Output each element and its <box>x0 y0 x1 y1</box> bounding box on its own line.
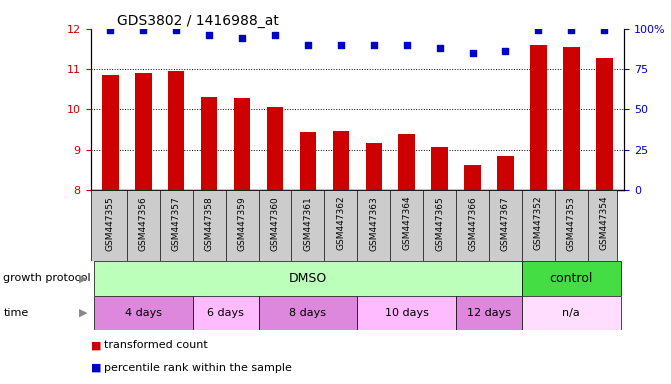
Point <box>138 27 149 33</box>
Bar <box>399 134 415 190</box>
Text: ■: ■ <box>91 362 101 373</box>
Bar <box>135 73 152 190</box>
Text: DMSO: DMSO <box>289 272 327 285</box>
Bar <box>267 108 283 190</box>
Bar <box>456 296 522 330</box>
Point <box>336 42 346 48</box>
Point <box>237 35 248 41</box>
Point <box>401 42 412 48</box>
Point <box>566 27 576 33</box>
Bar <box>201 97 217 190</box>
Point <box>270 32 280 38</box>
Bar <box>94 296 193 330</box>
Bar <box>431 147 448 190</box>
Point <box>303 42 313 48</box>
Bar <box>258 296 357 330</box>
Point <box>368 42 379 48</box>
Point <box>171 27 182 33</box>
Bar <box>464 165 481 190</box>
Text: GSM447358: GSM447358 <box>205 196 213 250</box>
Bar <box>497 156 514 190</box>
Point <box>434 45 445 51</box>
Text: ▶: ▶ <box>79 273 88 283</box>
Text: GSM447361: GSM447361 <box>303 196 313 250</box>
Text: GSM447366: GSM447366 <box>468 196 477 250</box>
Point <box>500 48 511 55</box>
Text: ■: ■ <box>91 340 101 350</box>
Bar <box>333 131 349 190</box>
Text: growth protocol: growth protocol <box>3 273 91 283</box>
Text: 8 days: 8 days <box>289 308 326 318</box>
Bar <box>596 58 613 190</box>
Bar <box>234 98 250 190</box>
Text: 4 days: 4 days <box>125 308 162 318</box>
Bar <box>366 142 382 190</box>
Bar <box>102 75 119 190</box>
Text: percentile rank within the sample: percentile rank within the sample <box>104 362 292 373</box>
Text: GSM447364: GSM447364 <box>402 196 411 250</box>
Bar <box>563 47 580 190</box>
Text: GDS3802 / 1416988_at: GDS3802 / 1416988_at <box>117 14 279 28</box>
Point <box>204 32 215 38</box>
Text: GSM447365: GSM447365 <box>435 196 444 250</box>
Point <box>533 27 544 33</box>
Text: time: time <box>3 308 29 318</box>
Text: 6 days: 6 days <box>207 308 244 318</box>
Text: 12 days: 12 days <box>467 308 511 318</box>
Point <box>105 27 115 33</box>
Text: GSM447363: GSM447363 <box>369 196 378 250</box>
Bar <box>522 261 621 296</box>
Text: n/a: n/a <box>562 308 580 318</box>
Bar <box>530 45 547 190</box>
Bar <box>94 261 522 296</box>
Text: control: control <box>550 272 593 285</box>
Text: GSM447352: GSM447352 <box>534 196 543 250</box>
Point <box>467 50 478 56</box>
Text: GSM447355: GSM447355 <box>106 196 115 250</box>
Bar <box>522 296 621 330</box>
Text: GSM447360: GSM447360 <box>270 196 280 250</box>
Bar <box>357 296 456 330</box>
Text: transformed count: transformed count <box>104 340 208 350</box>
Bar <box>168 71 185 190</box>
Text: GSM447362: GSM447362 <box>336 196 346 250</box>
Text: GSM447354: GSM447354 <box>600 196 609 250</box>
Text: 10 days: 10 days <box>384 308 429 318</box>
Text: GSM447353: GSM447353 <box>567 196 576 250</box>
Point <box>599 27 610 33</box>
Text: ▶: ▶ <box>79 308 88 318</box>
Text: GSM447367: GSM447367 <box>501 196 510 250</box>
Text: GSM447359: GSM447359 <box>238 196 246 250</box>
Text: GSM447357: GSM447357 <box>172 196 180 250</box>
Bar <box>300 132 316 190</box>
Bar <box>193 296 258 330</box>
Text: GSM447356: GSM447356 <box>139 196 148 250</box>
